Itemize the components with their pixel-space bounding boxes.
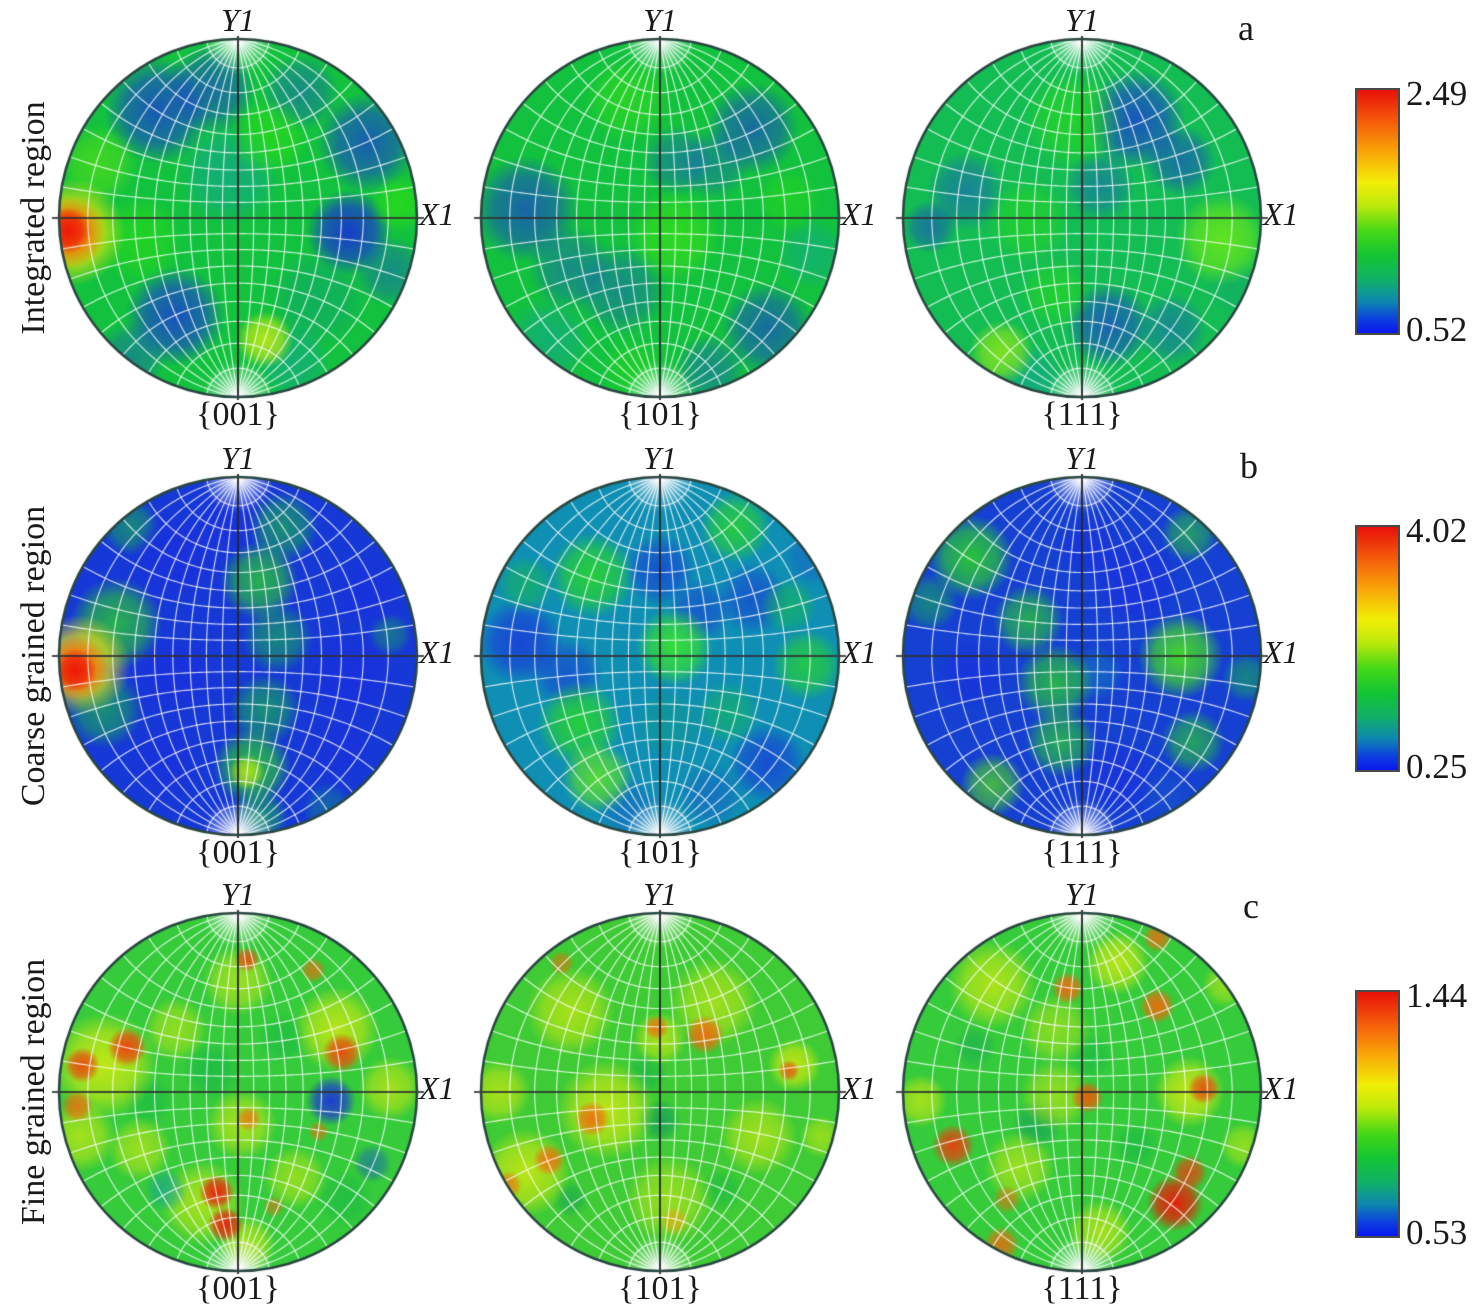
colorbar-a-min: 0.52 <box>1406 310 1468 349</box>
y-axis-label: Y1 <box>1065 440 1099 476</box>
pole-figure-c-101: Y1 X1 {101} <box>460 878 877 1307</box>
x-axis-label: X1 <box>419 196 455 232</box>
y-axis-label: Y1 <box>221 2 255 38</box>
x-axis-label: X1 <box>841 1070 877 1106</box>
colorbar-c-min: 0.53 <box>1406 1213 1468 1252</box>
x-axis-label: X1 <box>1263 1070 1299 1106</box>
miller-indices-label: {101} <box>618 396 702 433</box>
pole-figure-c-001: Y1 X1 {001} <box>38 878 455 1307</box>
colorbar-c <box>1355 990 1400 1238</box>
pole-figure-canvas <box>460 18 860 418</box>
pole-figure-b-111: Y1 X1 {111} <box>882 442 1299 871</box>
pole-figure-a-001: Y1 X1 {001} <box>38 4 455 433</box>
pole-figure-canvas <box>882 892 1282 1292</box>
colorbar-b-min: 0.25 <box>1406 747 1468 786</box>
pole-figure-canvas <box>38 892 438 1292</box>
pole-figure-canvas <box>460 456 860 856</box>
miller-indices-label: {111} <box>1041 1270 1123 1307</box>
y-axis-label: Y1 <box>643 2 677 38</box>
y-axis-label: Y1 <box>1065 876 1099 912</box>
colorbar-a <box>1355 88 1400 335</box>
pole-figure-canvas <box>882 456 1282 856</box>
y-axis-label: Y1 <box>221 876 255 912</box>
miller-indices-label: {001} <box>196 396 280 433</box>
y-axis-label: Y1 <box>1065 2 1099 38</box>
miller-indices-label: {111} <box>1041 834 1123 871</box>
y-axis-label: Y1 <box>643 440 677 476</box>
x-axis-label: X1 <box>1263 196 1299 232</box>
y-axis-label: Y1 <box>643 876 677 912</box>
colorbar-a-max: 2.49 <box>1406 74 1468 113</box>
pole-figure-canvas <box>460 892 860 1292</box>
pole-figure-canvas <box>38 456 438 856</box>
miller-indices-label: {101} <box>618 834 702 871</box>
x-axis-label: X1 <box>841 196 877 232</box>
pole-figure-c-111: Y1 X1 {111} <box>882 878 1299 1307</box>
pole-figure-b-101: Y1 X1 {101} <box>460 442 877 871</box>
miller-indices-label: {001} <box>196 834 280 871</box>
colorbar-b-max: 4.02 <box>1406 511 1468 550</box>
x-axis-label: X1 <box>1263 634 1299 670</box>
pole-figure-canvas <box>38 18 438 418</box>
pole-figure-a-101: Y1 X1 {101} <box>460 4 877 433</box>
x-axis-label: X1 <box>419 634 455 670</box>
pole-figure-canvas <box>882 18 1282 418</box>
pole-figure-a-111: Y1 X1 {111} <box>882 4 1299 433</box>
colorbar-b <box>1355 525 1400 772</box>
miller-indices-label: {001} <box>196 1270 280 1307</box>
miller-indices-label: {101} <box>618 1270 702 1307</box>
x-axis-label: X1 <box>841 634 877 670</box>
miller-indices-label: {111} <box>1041 396 1123 433</box>
x-axis-label: X1 <box>419 1070 455 1106</box>
pole-figure-b-001: Y1 X1 {001} <box>38 442 455 871</box>
y-axis-label: Y1 <box>221 440 255 476</box>
colorbar-c-max: 1.44 <box>1406 976 1468 1015</box>
